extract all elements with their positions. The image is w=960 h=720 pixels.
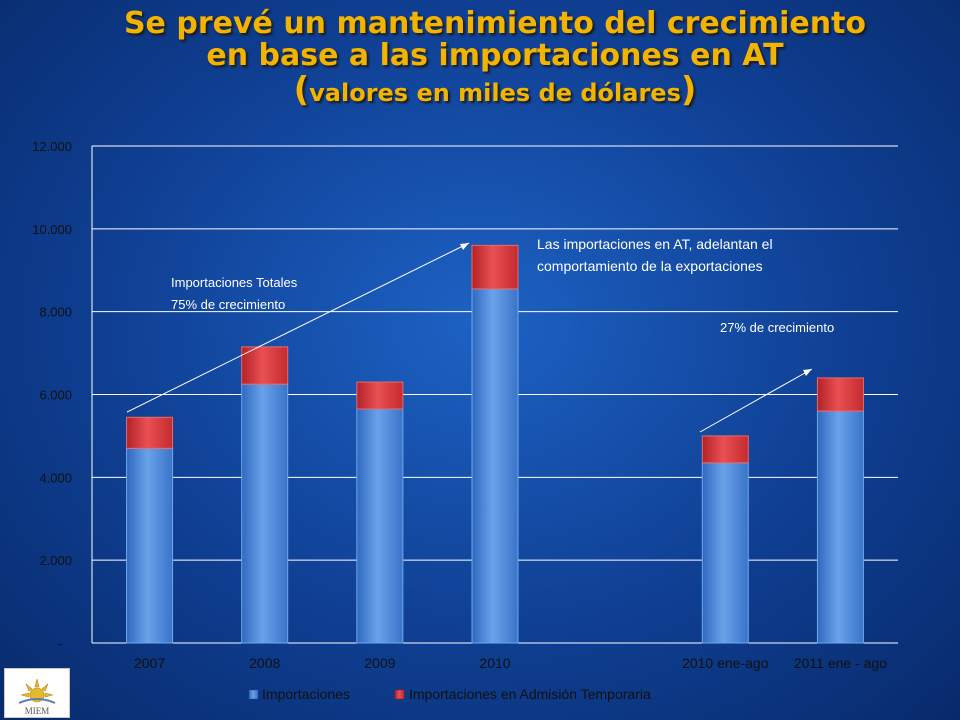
y-tick-label: 8.000	[39, 305, 72, 320]
x-tick-label: 2007	[134, 655, 165, 671]
title-line-1: Se prevé un mantenimiento del crecimient…	[123, 6, 867, 41]
bar-importaciones	[126, 447, 174, 644]
legend: Importaciones Importaciones en Admisión …	[248, 686, 651, 702]
annotation-at-line2: comportamiento de la exportaciones	[537, 258, 763, 274]
x-tick-label: 2010 ene-ago	[682, 655, 769, 671]
bar-importaciones	[471, 288, 519, 644]
bar-importaciones	[816, 410, 864, 644]
annotation-at-line1: Las importaciones en AT, adelantan el	[537, 236, 773, 252]
y-tick-label: 10.000	[32, 222, 72, 237]
annotation-layer: Importaciones Totales 75% de crecimiento…	[126, 236, 834, 433]
bar-importaciones	[241, 383, 289, 644]
logo-text: MIEM	[24, 706, 50, 716]
y-tick-label: 2.000	[39, 553, 72, 568]
annotation-growth-27: 27% de crecimiento	[720, 320, 834, 335]
title-units: valores en miles de dólares	[309, 79, 681, 107]
bar-admision-temporaria	[241, 346, 289, 385]
y-tick-labels: - 2.000 4.000 6.000 8.000 10.000 12.000	[32, 139, 72, 651]
legend-swatch-admision-temporaria	[394, 689, 405, 700]
bar-importaciones	[356, 408, 404, 644]
y-tick-label: 12.000	[32, 139, 72, 154]
miem-logo: MIEM	[4, 668, 70, 718]
growth-arrow-ago	[699, 368, 813, 433]
x-tick-label: 2008	[249, 655, 280, 671]
growth-arrow-ago-head	[803, 369, 812, 376]
sun-emblem-icon	[18, 678, 56, 704]
x-tick-label: 2010	[479, 655, 510, 671]
y-tick-label: 6.000	[39, 388, 72, 403]
x-tick-label: 2011 ene - ago	[794, 655, 887, 671]
title-open-paren: (	[293, 70, 310, 110]
title-line-3: (valores en miles de dólares)	[0, 70, 960, 110]
legend-swatch-importaciones	[248, 689, 259, 700]
growth-arrow-totals	[126, 242, 470, 413]
y-tick-label: -	[58, 636, 62, 651]
bar-admision-temporaria	[126, 416, 174, 449]
annotation-totals-line1: Importaciones Totales	[171, 275, 298, 290]
annotation-totals-line2: 75% de crecimiento	[171, 297, 285, 312]
bar-admision-temporaria	[701, 435, 749, 464]
title-line-2: en base a las importaciones en AT	[206, 37, 784, 73]
x-tick-label: 2009	[364, 655, 395, 671]
y-tick-label: 4.000	[39, 470, 72, 485]
bar-admision-temporaria	[356, 381, 404, 410]
growth-arrow-totals-head	[460, 243, 469, 250]
x-tick-labels: 2007 2008 2009 2010 2010 ene-ago 2011 ene - a…	[134, 655, 887, 671]
bar-admision-temporaria	[816, 377, 864, 412]
bar-layer	[126, 244, 864, 644]
bar-admision-temporaria	[471, 244, 519, 290]
bar-importaciones	[701, 462, 749, 644]
title-close-paren: )	[680, 70, 697, 110]
legend-label-importaciones: Importaciones	[262, 686, 350, 702]
legend-label-admision-temporaria: Importaciones en Admisión Temporaria	[409, 686, 651, 702]
slide-title: Se prevé un mantenimiento del crecimient…	[0, 8, 960, 109]
